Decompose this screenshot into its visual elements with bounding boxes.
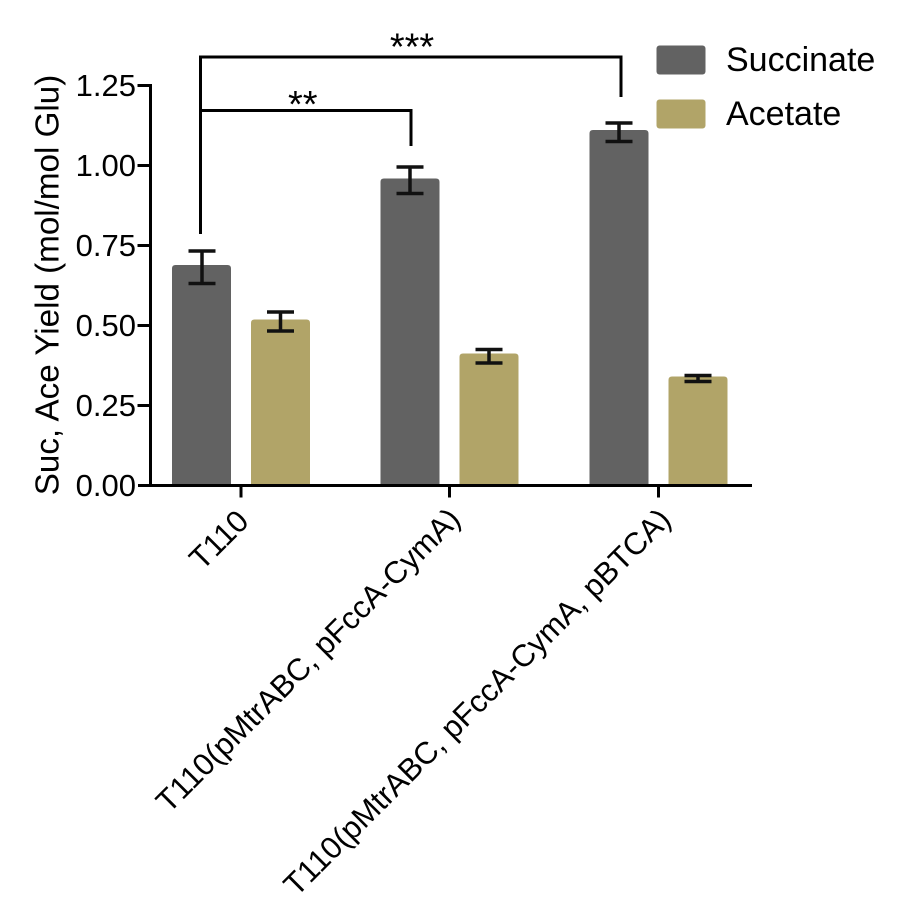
svg-text:0.75: 0.75 bbox=[76, 228, 136, 263]
svg-text:**: ** bbox=[288, 84, 318, 126]
svg-text:T110: T110 bbox=[182, 503, 255, 576]
svg-text:Succinate: Succinate bbox=[726, 41, 875, 79]
svg-text:T110(pMtrABC, pFccA-CymA, pBTC: T110(pMtrABC, pFccA-CymA, pBTCA) bbox=[277, 502, 678, 903]
svg-text:0.50: 0.50 bbox=[76, 308, 136, 343]
svg-text:0.00: 0.00 bbox=[76, 468, 136, 503]
svg-text:***: *** bbox=[390, 27, 435, 69]
svg-text:1.25: 1.25 bbox=[76, 68, 136, 103]
svg-text:Acetate: Acetate bbox=[726, 95, 841, 133]
svg-text:Suc, Ace Yield (mol/mol Glu): Suc, Ace Yield (mol/mol Glu) bbox=[30, 75, 67, 496]
svg-text:0.25: 0.25 bbox=[76, 388, 136, 423]
svg-text:1.00: 1.00 bbox=[76, 148, 136, 183]
